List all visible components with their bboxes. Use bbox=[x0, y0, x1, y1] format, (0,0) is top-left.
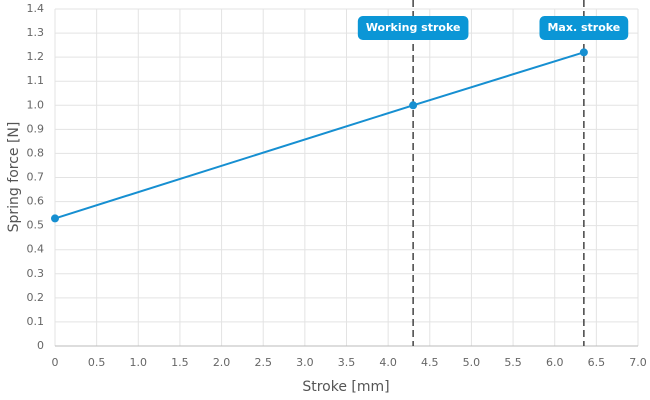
y-tick-label: 0.8 bbox=[27, 146, 45, 159]
x-tick-label: 2.0 bbox=[213, 356, 231, 369]
x-tick-label: 6.0 bbox=[546, 356, 564, 369]
annotation-box bbox=[357, 16, 469, 40]
x-tick-label: 0.5 bbox=[88, 356, 106, 369]
data-line bbox=[54, 51, 585, 220]
x-tick-label: 5.5 bbox=[504, 356, 522, 369]
y-tick-label: 0.1 bbox=[27, 315, 45, 328]
x-tick-label: 2.5 bbox=[254, 356, 272, 369]
x-tick-label: 3.5 bbox=[338, 356, 356, 369]
annotation: Max. stroke bbox=[539, 16, 629, 40]
data-point bbox=[51, 214, 59, 223]
y-tick-label: 0.9 bbox=[27, 122, 45, 135]
grid bbox=[54, 8, 639, 347]
annotation: Working stroke bbox=[357, 16, 469, 40]
y-axis-title: Spring force [N] bbox=[6, 122, 22, 233]
y-tick-label: 0.6 bbox=[27, 195, 45, 208]
x-tick-label: 0 bbox=[52, 356, 59, 369]
x-tick-label: 4.5 bbox=[421, 356, 439, 369]
x-tick-label: 1.0 bbox=[130, 356, 148, 369]
annotation-label: Working stroke bbox=[366, 21, 461, 34]
x-tick-label: 1.5 bbox=[171, 356, 189, 369]
y-tick-label: 0.5 bbox=[27, 219, 45, 232]
x-tick-label: 6.5 bbox=[588, 356, 606, 369]
y-tick-label: 0.4 bbox=[27, 243, 45, 256]
annotation-box bbox=[539, 16, 629, 40]
y-tick-label: 1.3 bbox=[27, 26, 45, 39]
x-axis-title: Stroke [mm] bbox=[302, 379, 389, 395]
x-tick-label: 3.0 bbox=[296, 356, 314, 369]
y-tick-label: 0.3 bbox=[27, 267, 45, 280]
y-tick-label: 0.2 bbox=[27, 291, 45, 304]
y-tick-label: 0 bbox=[37, 339, 44, 352]
data-point bbox=[409, 101, 418, 110]
y-tick-label: 1.2 bbox=[27, 50, 45, 63]
y-tick-label: 0.7 bbox=[27, 171, 45, 184]
data-point bbox=[579, 48, 588, 57]
x-tick-label: 7.0 bbox=[629, 356, 647, 369]
y-tick-label: 1.4 bbox=[27, 2, 45, 15]
x-tick-label: 5.0 bbox=[463, 356, 481, 369]
annotation-label: Max. stroke bbox=[547, 21, 620, 34]
y-tick-label: 1.0 bbox=[27, 98, 45, 111]
x-tick-label: 4.0 bbox=[379, 356, 397, 369]
y-tick-label: 1.1 bbox=[27, 74, 45, 87]
